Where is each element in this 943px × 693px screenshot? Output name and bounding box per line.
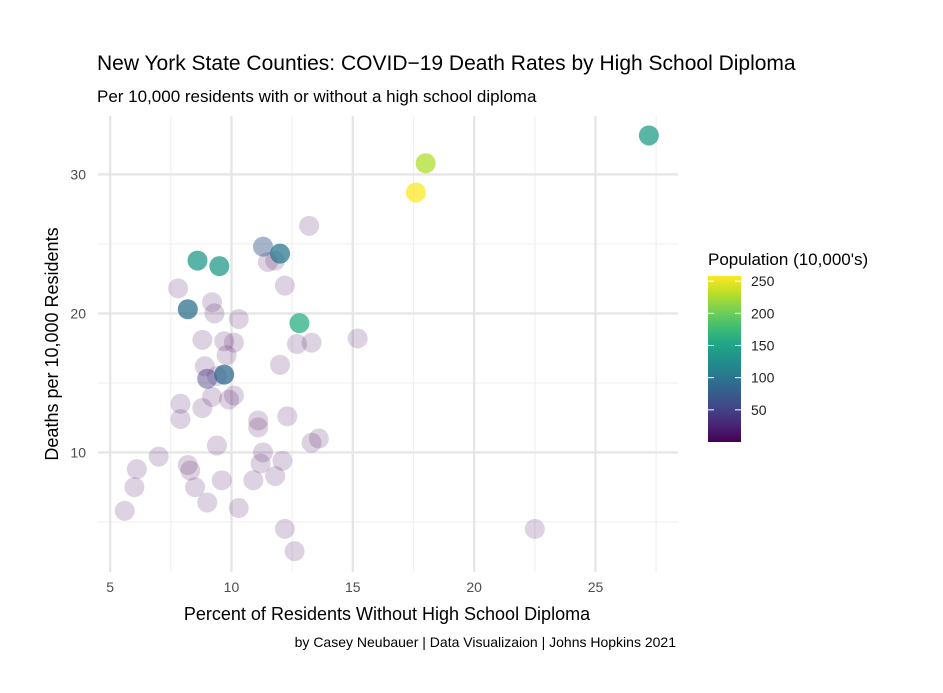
data-point [206, 435, 227, 456]
data-point [192, 329, 213, 350]
legend-tick-label: 50 [751, 402, 767, 418]
data-point [250, 453, 271, 474]
x-tick-label: 15 [345, 579, 361, 595]
data-point [248, 417, 269, 438]
data-point [202, 386, 223, 407]
y-axis-ticks: 10 20 30 [70, 166, 86, 460]
legend: Population (10,000's) 50 100 150 200 250 [708, 250, 868, 442]
y-tick-label: 10 [70, 444, 86, 460]
x-tick-label: 25 [588, 579, 604, 595]
data-point [405, 182, 426, 203]
data-points [114, 125, 659, 562]
x-axis-ticks: 5 10 15 20 25 [106, 579, 603, 595]
data-point [202, 292, 223, 313]
data-point [228, 308, 249, 329]
data-point [192, 397, 213, 418]
data-point [197, 492, 218, 513]
data-point [187, 250, 208, 271]
legend-tick-label: 100 [751, 370, 775, 386]
data-point [228, 498, 249, 519]
data-point [274, 518, 295, 539]
data-point [185, 477, 206, 498]
data-point [211, 470, 232, 491]
data-point [177, 299, 198, 320]
data-point [126, 459, 147, 480]
data-point [148, 446, 169, 467]
data-point [124, 477, 145, 498]
legend-colorbar [708, 276, 741, 442]
y-tick-label: 20 [70, 305, 86, 321]
data-point [194, 356, 215, 377]
data-point [223, 385, 244, 406]
data-point [204, 303, 225, 324]
data-point [114, 500, 135, 521]
data-point [243, 470, 264, 491]
data-point [209, 256, 230, 277]
x-axis-label: Percent of Residents Without High School… [184, 604, 591, 624]
x-tick-label: 10 [224, 579, 240, 595]
legend-tick-label: 250 [751, 273, 775, 289]
data-point [347, 328, 368, 349]
data-point [214, 364, 235, 385]
x-tick-label: 5 [106, 579, 114, 595]
x-tick-label: 20 [466, 579, 482, 595]
data-point [286, 334, 307, 354]
data-point [301, 332, 322, 353]
data-point [197, 368, 218, 389]
data-point [170, 393, 191, 414]
grid [98, 116, 678, 572]
data-point [248, 410, 269, 431]
y-axis-label: Deaths per 10,000 Residents [42, 227, 62, 460]
data-point [253, 236, 274, 257]
data-point [253, 442, 274, 463]
data-point [216, 345, 237, 366]
data-point [223, 332, 244, 353]
legend-tick-label: 150 [751, 337, 775, 353]
data-point [299, 215, 320, 236]
legend-ticks: 50 100 150 200 250 [708, 273, 775, 418]
legend-tick-label: 200 [751, 305, 775, 321]
data-point [524, 518, 545, 539]
data-point [277, 406, 298, 427]
data-point [289, 313, 310, 334]
data-point [274, 275, 295, 296]
data-point [284, 541, 305, 562]
data-point [270, 354, 291, 375]
y-tick-label: 30 [70, 166, 86, 182]
data-point [180, 460, 201, 481]
chart-title: New York State Counties: COVID−19 Death … [97, 52, 796, 75]
data-point [272, 450, 293, 471]
legend-title: Population (10,000's) [708, 250, 868, 269]
data-point [308, 428, 329, 449]
chart-subtitle: Per 10,000 residents with or without a h… [97, 87, 537, 106]
data-point [265, 466, 286, 487]
data-point [415, 153, 436, 174]
data-point [170, 409, 191, 430]
data-point [638, 125, 659, 146]
chart-caption: by Casey Neubauer | Data Visualizaion | … [295, 634, 677, 650]
data-point [214, 331, 235, 352]
data-point [177, 454, 198, 475]
data-point [219, 389, 240, 410]
data-point [270, 243, 291, 264]
data-point [168, 278, 189, 299]
data-point [301, 432, 322, 453]
